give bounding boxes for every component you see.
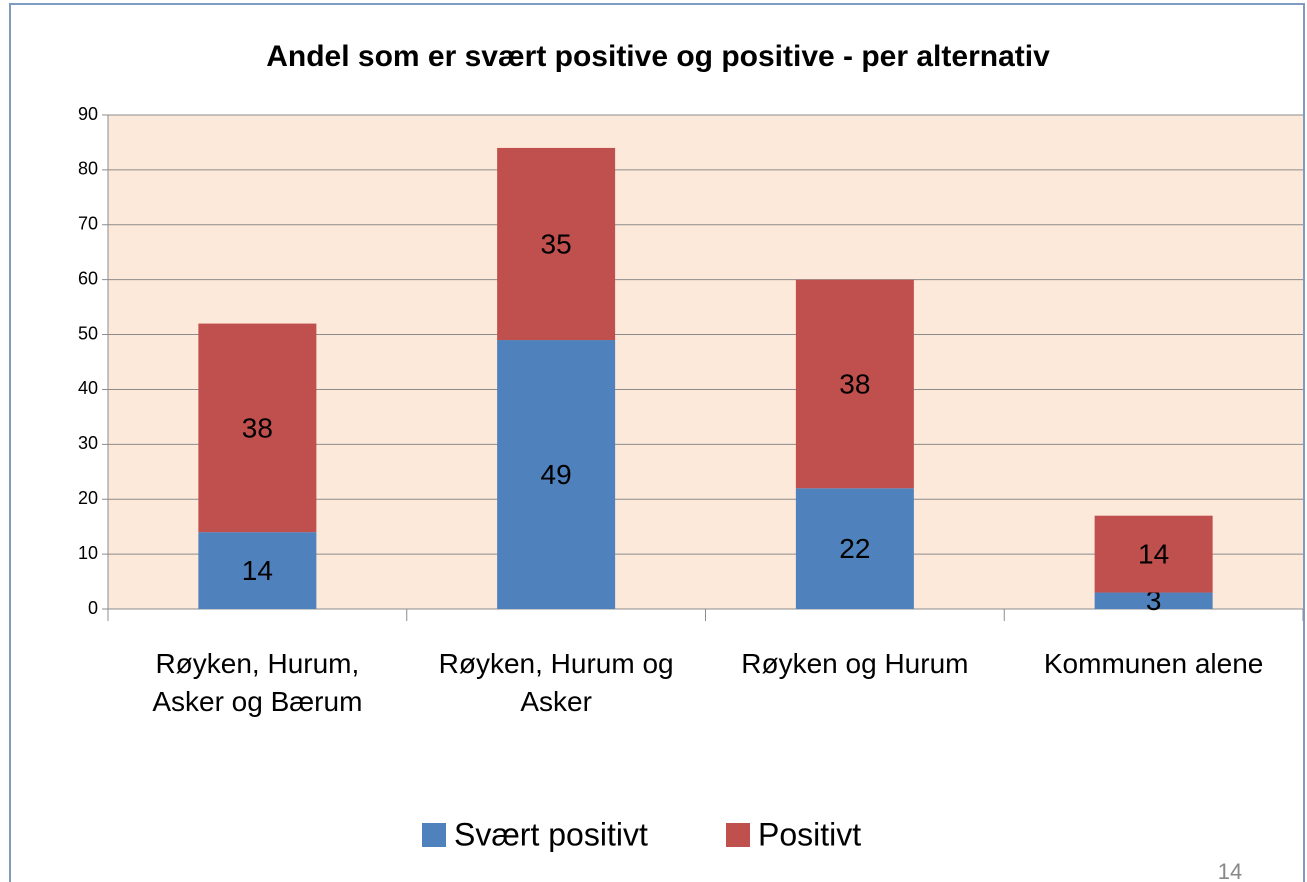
- page-number: 14: [1218, 859, 1242, 882]
- x-tick-label: Røyken, Hurum og Asker: [438, 648, 674, 717]
- x-tick-label: Røyken, Hurum, Asker og Bærum: [152, 648, 363, 717]
- data-label: 3: [1146, 585, 1162, 616]
- data-label: 22: [839, 533, 870, 564]
- legend-label: Svært positivt: [454, 816, 648, 852]
- data-label: 38: [839, 368, 870, 399]
- x-tick-label: Kommunen alene: [1043, 648, 1264, 679]
- x-tick-label: Røyken og Hurum: [741, 648, 969, 679]
- bar-segment: [198, 532, 317, 609]
- bar-segment: [198, 323, 317, 533]
- y-tick-label: 80: [78, 159, 98, 179]
- data-label: 38: [242, 412, 273, 443]
- bar-segment: [497, 147, 616, 341]
- bar-segment: [1094, 592, 1213, 609]
- legend-swatch: [422, 823, 446, 847]
- bar-segment: [497, 340, 616, 609]
- data-label: 49: [541, 459, 572, 490]
- y-tick-label: 10: [78, 543, 98, 563]
- y-tick-label: 30: [78, 433, 98, 453]
- y-tick-label: 60: [78, 268, 98, 288]
- data-label: 14: [1138, 539, 1169, 570]
- data-label: 14: [242, 555, 273, 586]
- legend-label: Positivt: [758, 816, 861, 852]
- y-tick-label: 90: [78, 104, 98, 124]
- bar-segment: [1094, 515, 1213, 593]
- y-tick-label: 70: [78, 214, 98, 234]
- chart-title: Andel som er svært positive og positive …: [266, 40, 1050, 73]
- y-tick-label: 50: [78, 323, 98, 343]
- y-tick-label: 0: [88, 598, 98, 618]
- data-label: 35: [541, 228, 572, 259]
- bar-segment: [795, 279, 914, 489]
- bar-segment: [795, 488, 914, 609]
- legend-swatch: [726, 823, 750, 847]
- y-tick-label: 20: [78, 488, 98, 508]
- y-tick-label: 40: [78, 378, 98, 398]
